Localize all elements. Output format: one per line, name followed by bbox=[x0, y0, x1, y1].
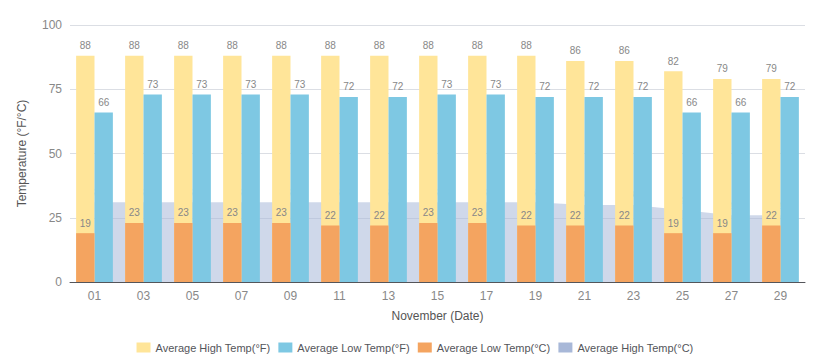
svg-text:21: 21 bbox=[578, 289, 592, 303]
svg-text:66: 66 bbox=[735, 97, 747, 108]
svg-text:88: 88 bbox=[374, 40, 386, 51]
svg-text:09: 09 bbox=[284, 289, 298, 303]
svg-text:17: 17 bbox=[480, 289, 494, 303]
svg-text:72: 72 bbox=[784, 81, 796, 92]
svg-text:72: 72 bbox=[637, 81, 649, 92]
svg-text:88: 88 bbox=[129, 40, 141, 51]
svg-text:23: 23 bbox=[627, 289, 641, 303]
svg-text:72: 72 bbox=[392, 81, 404, 92]
svg-text:11: 11 bbox=[333, 289, 346, 303]
svg-text:75: 75 bbox=[49, 82, 63, 96]
svg-text:22: 22 bbox=[619, 210, 631, 221]
svg-text:22: 22 bbox=[374, 210, 386, 221]
svg-text:07: 07 bbox=[235, 289, 249, 303]
svg-text:0: 0 bbox=[55, 275, 62, 289]
svg-text:Average Low Temp(°C): Average Low Temp(°C) bbox=[437, 342, 550, 354]
svg-text:100: 100 bbox=[42, 18, 62, 32]
svg-text:19: 19 bbox=[717, 218, 729, 229]
svg-text:73: 73 bbox=[490, 79, 502, 90]
svg-text:72: 72 bbox=[539, 81, 551, 92]
svg-text:23: 23 bbox=[472, 207, 484, 218]
svg-text:19: 19 bbox=[80, 218, 92, 229]
svg-text:13: 13 bbox=[382, 289, 396, 303]
svg-text:22: 22 bbox=[521, 210, 533, 221]
svg-text:23: 23 bbox=[227, 207, 239, 218]
svg-text:72: 72 bbox=[343, 81, 355, 92]
svg-text:79: 79 bbox=[766, 63, 778, 74]
svg-text:25: 25 bbox=[49, 211, 63, 225]
svg-text:72: 72 bbox=[588, 81, 600, 92]
svg-text:66: 66 bbox=[98, 97, 110, 108]
svg-text:22: 22 bbox=[766, 210, 778, 221]
svg-text:73: 73 bbox=[147, 79, 159, 90]
svg-text:88: 88 bbox=[472, 40, 484, 51]
svg-text:19: 19 bbox=[529, 289, 543, 303]
svg-text:86: 86 bbox=[619, 45, 631, 56]
svg-text:82: 82 bbox=[668, 56, 680, 67]
svg-text:05: 05 bbox=[186, 289, 200, 303]
svg-text:88: 88 bbox=[227, 40, 239, 51]
svg-text:25: 25 bbox=[676, 289, 690, 303]
svg-text:88: 88 bbox=[80, 40, 92, 51]
svg-text:19: 19 bbox=[668, 218, 680, 229]
svg-text:Average Low Temp(°F): Average Low Temp(°F) bbox=[297, 342, 409, 354]
svg-text:23: 23 bbox=[178, 207, 190, 218]
svg-text:79: 79 bbox=[717, 63, 729, 74]
svg-text:Average High Temp(°C): Average High Temp(°C) bbox=[577, 342, 693, 354]
svg-text:23: 23 bbox=[423, 207, 435, 218]
svg-text:88: 88 bbox=[521, 40, 533, 51]
svg-text:50: 50 bbox=[49, 147, 63, 161]
svg-text:66: 66 bbox=[686, 97, 698, 108]
svg-text:01: 01 bbox=[88, 289, 102, 303]
svg-text:November (Date): November (Date) bbox=[391, 309, 483, 323]
svg-text:03: 03 bbox=[137, 289, 151, 303]
svg-text:88: 88 bbox=[423, 40, 435, 51]
svg-text:88: 88 bbox=[178, 40, 190, 51]
svg-text:15: 15 bbox=[431, 289, 445, 303]
svg-text:86: 86 bbox=[570, 45, 582, 56]
svg-text:27: 27 bbox=[725, 289, 739, 303]
svg-text:22: 22 bbox=[325, 210, 337, 221]
svg-text:29: 29 bbox=[774, 289, 788, 303]
svg-text:Temperature (°F/°C): Temperature (°F/°C) bbox=[15, 100, 29, 208]
svg-text:73: 73 bbox=[294, 79, 306, 90]
svg-text:73: 73 bbox=[245, 79, 257, 90]
svg-text:Average High Temp(°F): Average High Temp(°F) bbox=[156, 342, 271, 354]
svg-text:23: 23 bbox=[129, 207, 141, 218]
svg-text:88: 88 bbox=[276, 40, 288, 51]
svg-text:88: 88 bbox=[325, 40, 337, 51]
svg-text:22: 22 bbox=[570, 210, 582, 221]
svg-text:23: 23 bbox=[276, 207, 288, 218]
svg-text:73: 73 bbox=[441, 79, 453, 90]
svg-text:73: 73 bbox=[196, 79, 208, 90]
